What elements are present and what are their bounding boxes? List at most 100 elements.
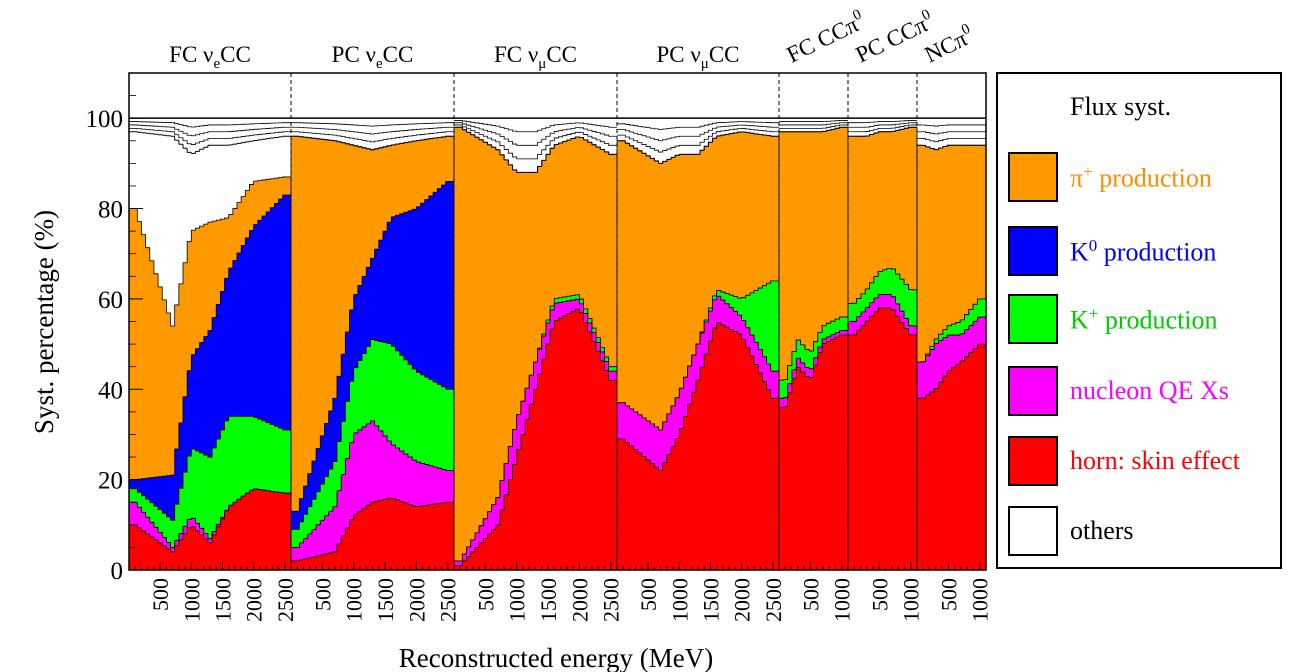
x-tick-label: 500 xyxy=(798,578,823,611)
others-contour-3-panel-1 xyxy=(291,122,454,127)
plot-area xyxy=(128,120,987,571)
others-contour-1-panel-1 xyxy=(291,131,454,143)
x-tick-label: 500 xyxy=(310,578,335,611)
legend-item-kplus: K+ production xyxy=(1008,294,1278,350)
others-outline-panel-1 xyxy=(291,135,454,151)
x-tick-label: 1000 xyxy=(342,578,367,622)
others-outline-panel-2 xyxy=(454,126,617,173)
area-horn-panel-2 xyxy=(453,308,618,571)
legend-swatch-kplus xyxy=(1008,294,1058,344)
legend-label-qe: nucleon QE Xs xyxy=(1070,376,1229,405)
x-tick-label: 1500 xyxy=(210,578,235,622)
legend-label-pi: π+ production xyxy=(1070,162,1212,193)
area-horn-panel-4 xyxy=(778,334,849,571)
panel-0 xyxy=(128,121,292,571)
legend-item-k0: K0 production xyxy=(1008,226,1278,282)
panel-1 xyxy=(290,122,455,571)
others-contour-3-panel-5 xyxy=(848,120,917,124)
y-tick-label: 80 xyxy=(98,197,123,224)
others-contour-1-panel-6 xyxy=(917,138,986,143)
others-outline-panel-5 xyxy=(848,126,917,137)
area-horn-panel-6 xyxy=(916,343,987,571)
legend-swatch-qe xyxy=(1008,366,1058,416)
x-tick-label: 2000 xyxy=(242,578,267,622)
legend-swatch-k0 xyxy=(1008,226,1058,276)
others-contour-1-panel-5 xyxy=(848,124,917,133)
others-contour-3-panel-0 xyxy=(129,121,291,128)
panel-4 xyxy=(778,120,849,571)
others-outline-panel-0 xyxy=(129,131,291,154)
x-tick-label: 2500 xyxy=(436,578,461,622)
others-contour-2-panel-5 xyxy=(848,122,917,128)
legend-item-others: others xyxy=(1008,506,1278,562)
x-tick-label: 2500 xyxy=(599,578,624,622)
y-tick-label: 60 xyxy=(98,287,123,314)
legend-swatch-horn xyxy=(1008,436,1058,486)
x-tick-label: 2000 xyxy=(404,578,429,622)
legend-swatch-others xyxy=(1008,506,1058,556)
x-tick-label: 500 xyxy=(636,578,661,611)
panel-label-4: FC CCπ0 xyxy=(782,7,869,68)
x-tick-label: 500 xyxy=(473,578,498,611)
panel-6 xyxy=(916,124,987,571)
x-tick-label: 1000 xyxy=(505,578,530,622)
panel-label-1: PC νeCC xyxy=(332,42,414,72)
x-tick-label: 2000 xyxy=(730,578,755,622)
y-tick-label: 40 xyxy=(98,377,123,404)
others-contour-2-panel-0 xyxy=(129,124,291,137)
legend-title: Flux syst. xyxy=(1070,92,1172,121)
axes: 500 1000 1500 2000 2500 500 1000 1500 2000 2500 50… xyxy=(86,72,993,622)
others-contour-3-panel-6 xyxy=(917,124,986,127)
others-outline-panel-6 xyxy=(917,144,986,151)
others-contour-1-panel-0 xyxy=(129,127,291,145)
x-tick-label: 500 xyxy=(936,578,961,611)
others-outline-panel-4 xyxy=(779,126,848,133)
legend: Flux syst. π+ production K0 production K+ … xyxy=(996,72,1282,569)
others-contour-2-panel-1 xyxy=(291,126,454,135)
legend-label-k0: K0 production xyxy=(1070,236,1217,267)
panel-5 xyxy=(847,120,918,571)
panel-3 xyxy=(616,121,780,571)
y-tick-label: 100 xyxy=(86,106,124,133)
legend-item-pi: π+ production xyxy=(1008,152,1278,208)
others-contour-1-panel-2 xyxy=(454,124,617,160)
legend-swatch-pi xyxy=(1008,152,1058,202)
panel-label-0: FC νeCC xyxy=(169,42,251,72)
y-tick-label: 20 xyxy=(98,468,123,495)
panel-2 xyxy=(453,120,618,571)
x-tick-label: 1000 xyxy=(667,578,692,622)
legend-label-kplus: K+ production xyxy=(1070,304,1218,335)
x-axis-title: Reconstructed energy (MeV) xyxy=(399,643,713,672)
legend-label-others: others xyxy=(1070,516,1134,545)
others-contour-2-panel-6 xyxy=(917,131,986,135)
panel-label-2: FC νμCC xyxy=(494,42,577,72)
x-tick-label: 1500 xyxy=(536,578,561,622)
x-tick-label: 1500 xyxy=(698,578,723,622)
others-contour-1-panel-4 xyxy=(779,124,848,129)
legend-item-horn: horn: skin effect xyxy=(1008,436,1278,492)
others-contour-3-panel-4 xyxy=(779,120,848,122)
others-contour-2-panel-2 xyxy=(454,122,617,146)
others-contour-1-panel-3 xyxy=(617,128,779,153)
others-contour-3-panel-3 xyxy=(617,121,779,130)
x-tick-label: 2500 xyxy=(761,578,786,622)
x-tick-label: 500 xyxy=(148,578,173,611)
x-tick-label: 2000 xyxy=(567,578,592,622)
x-tick-label: 1500 xyxy=(373,578,398,622)
others-outline-panel-3 xyxy=(617,131,779,164)
x-tick-label: 1000 xyxy=(968,578,993,622)
x-tick-label: 1000 xyxy=(830,578,855,622)
area-horn-panel-5 xyxy=(847,307,918,571)
x-tick-label: 2500 xyxy=(273,578,298,622)
legend-label-horn: horn: skin effect xyxy=(1070,446,1240,475)
panel-label-6: NCπ0 xyxy=(920,21,978,68)
area-horn-panel-3 xyxy=(616,322,780,571)
others-contour-2-panel-4 xyxy=(779,122,848,126)
area-horn-panel-0 xyxy=(128,488,292,571)
y-tick-label: 0 xyxy=(111,558,124,585)
x-tick-label: 500 xyxy=(867,578,892,611)
x-tick-label: 1000 xyxy=(179,578,204,622)
area-horn-panel-1 xyxy=(290,497,455,571)
